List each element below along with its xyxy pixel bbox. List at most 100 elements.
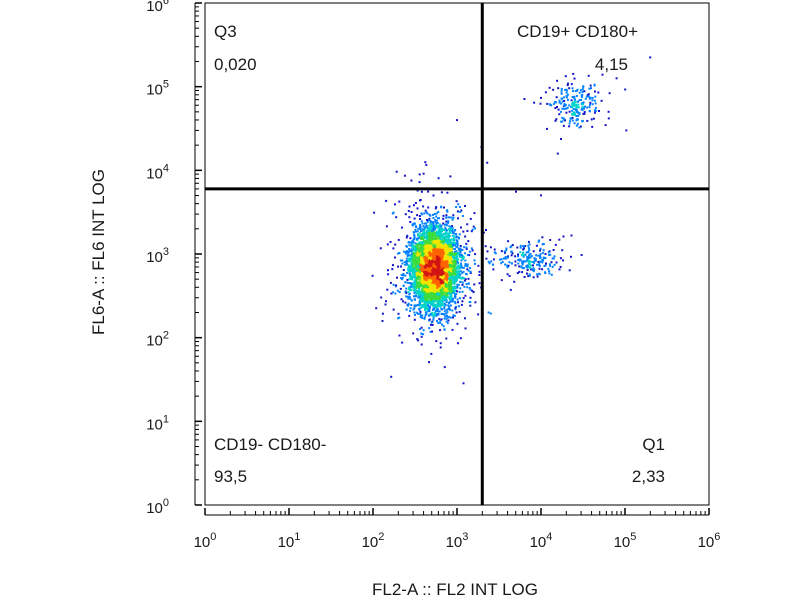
event-dot — [425, 257, 428, 260]
event-dot — [426, 286, 429, 289]
event-dot — [451, 309, 454, 312]
event-dot — [386, 288, 389, 291]
event-dot — [407, 259, 410, 262]
event-dot — [421, 278, 424, 281]
event-dot — [423, 295, 426, 298]
event-dot — [448, 248, 451, 251]
event-dot — [461, 283, 464, 286]
event-dot — [375, 307, 378, 310]
event-dot — [442, 232, 445, 235]
event-dot — [438, 224, 441, 227]
event-dot — [458, 247, 461, 250]
event-dot — [435, 235, 438, 238]
event-dot — [467, 277, 470, 280]
event-dot — [571, 116, 574, 119]
event-dot — [430, 239, 433, 242]
event-dot — [440, 246, 443, 249]
event-dot — [406, 234, 409, 237]
event-dot — [433, 314, 436, 317]
event-dot — [446, 272, 449, 275]
event-dot — [423, 230, 426, 233]
event-dot — [472, 291, 475, 294]
event-dot — [583, 112, 586, 115]
event-dot — [408, 216, 411, 219]
event-dot — [421, 271, 424, 274]
event-dot — [418, 290, 421, 292]
event-dot — [460, 226, 462, 229]
event-dot — [418, 232, 421, 235]
event-dot — [431, 281, 434, 284]
event-dot — [440, 272, 442, 275]
event-dot — [430, 294, 433, 297]
event-dot — [431, 308, 434, 311]
event-dot — [417, 256, 420, 259]
event-dot — [413, 254, 416, 257]
event-dot — [424, 209, 427, 212]
event-dot — [427, 232, 430, 234]
event-dot — [453, 282, 456, 285]
event-dot — [429, 230, 432, 233]
event-dot — [411, 254, 414, 257]
event-dot — [461, 256, 464, 259]
event-dot — [450, 249, 453, 252]
event-dot — [455, 260, 458, 263]
event-dot — [451, 261, 454, 264]
event-dot — [445, 259, 448, 262]
event-dot — [459, 250, 462, 253]
event-dot — [411, 249, 414, 252]
event-dot — [442, 239, 445, 242]
event-dot — [442, 298, 445, 301]
event-dot — [401, 259, 404, 262]
event-dot — [416, 278, 419, 281]
event-dot — [420, 335, 423, 338]
event-dot — [455, 256, 457, 259]
event-dot — [422, 272, 425, 275]
event-dot — [418, 257, 421, 260]
event-dot — [425, 294, 428, 296]
event-dot — [458, 276, 461, 278]
event-dot — [570, 83, 573, 86]
event-dot — [405, 308, 408, 311]
event-dot — [432, 280, 435, 283]
event-dot — [426, 307, 429, 310]
event-dot — [457, 272, 460, 275]
event-dot — [424, 271, 427, 274]
event-dot — [474, 253, 477, 256]
event-dot — [447, 277, 450, 280]
event-dot — [432, 238, 435, 241]
event-dot — [446, 268, 449, 271]
event-dot — [451, 281, 454, 284]
event-dot — [430, 297, 433, 300]
event-dot — [429, 220, 432, 223]
event-dot — [428, 294, 431, 297]
event-dot — [456, 274, 458, 276]
event-dot — [437, 246, 440, 249]
event-dot — [425, 251, 428, 254]
event-dot — [412, 332, 415, 335]
event-dot — [449, 175, 452, 178]
event-dot — [423, 232, 426, 235]
event-dot — [401, 226, 403, 229]
event-dot — [427, 256, 430, 259]
event-dot — [414, 257, 417, 260]
event-dot — [486, 161, 489, 164]
event-dot — [424, 302, 427, 305]
event-dot — [392, 264, 394, 267]
event-dot — [411, 277, 414, 280]
event-dot — [398, 291, 401, 293]
event-dot — [414, 202, 417, 204]
event-dot — [394, 292, 397, 295]
event-dot — [425, 304, 428, 307]
event-dot — [423, 276, 426, 279]
event-dot — [445, 320, 448, 323]
event-dot — [458, 266, 461, 269]
event-dot — [421, 237, 424, 240]
event-dot — [408, 205, 411, 208]
event-dot — [449, 254, 452, 257]
event-dot — [396, 276, 398, 279]
event-dot — [419, 251, 422, 254]
event-dot — [447, 288, 450, 290]
event-dot — [426, 273, 428, 276]
event-dot — [447, 221, 450, 224]
event-dot — [419, 267, 422, 270]
